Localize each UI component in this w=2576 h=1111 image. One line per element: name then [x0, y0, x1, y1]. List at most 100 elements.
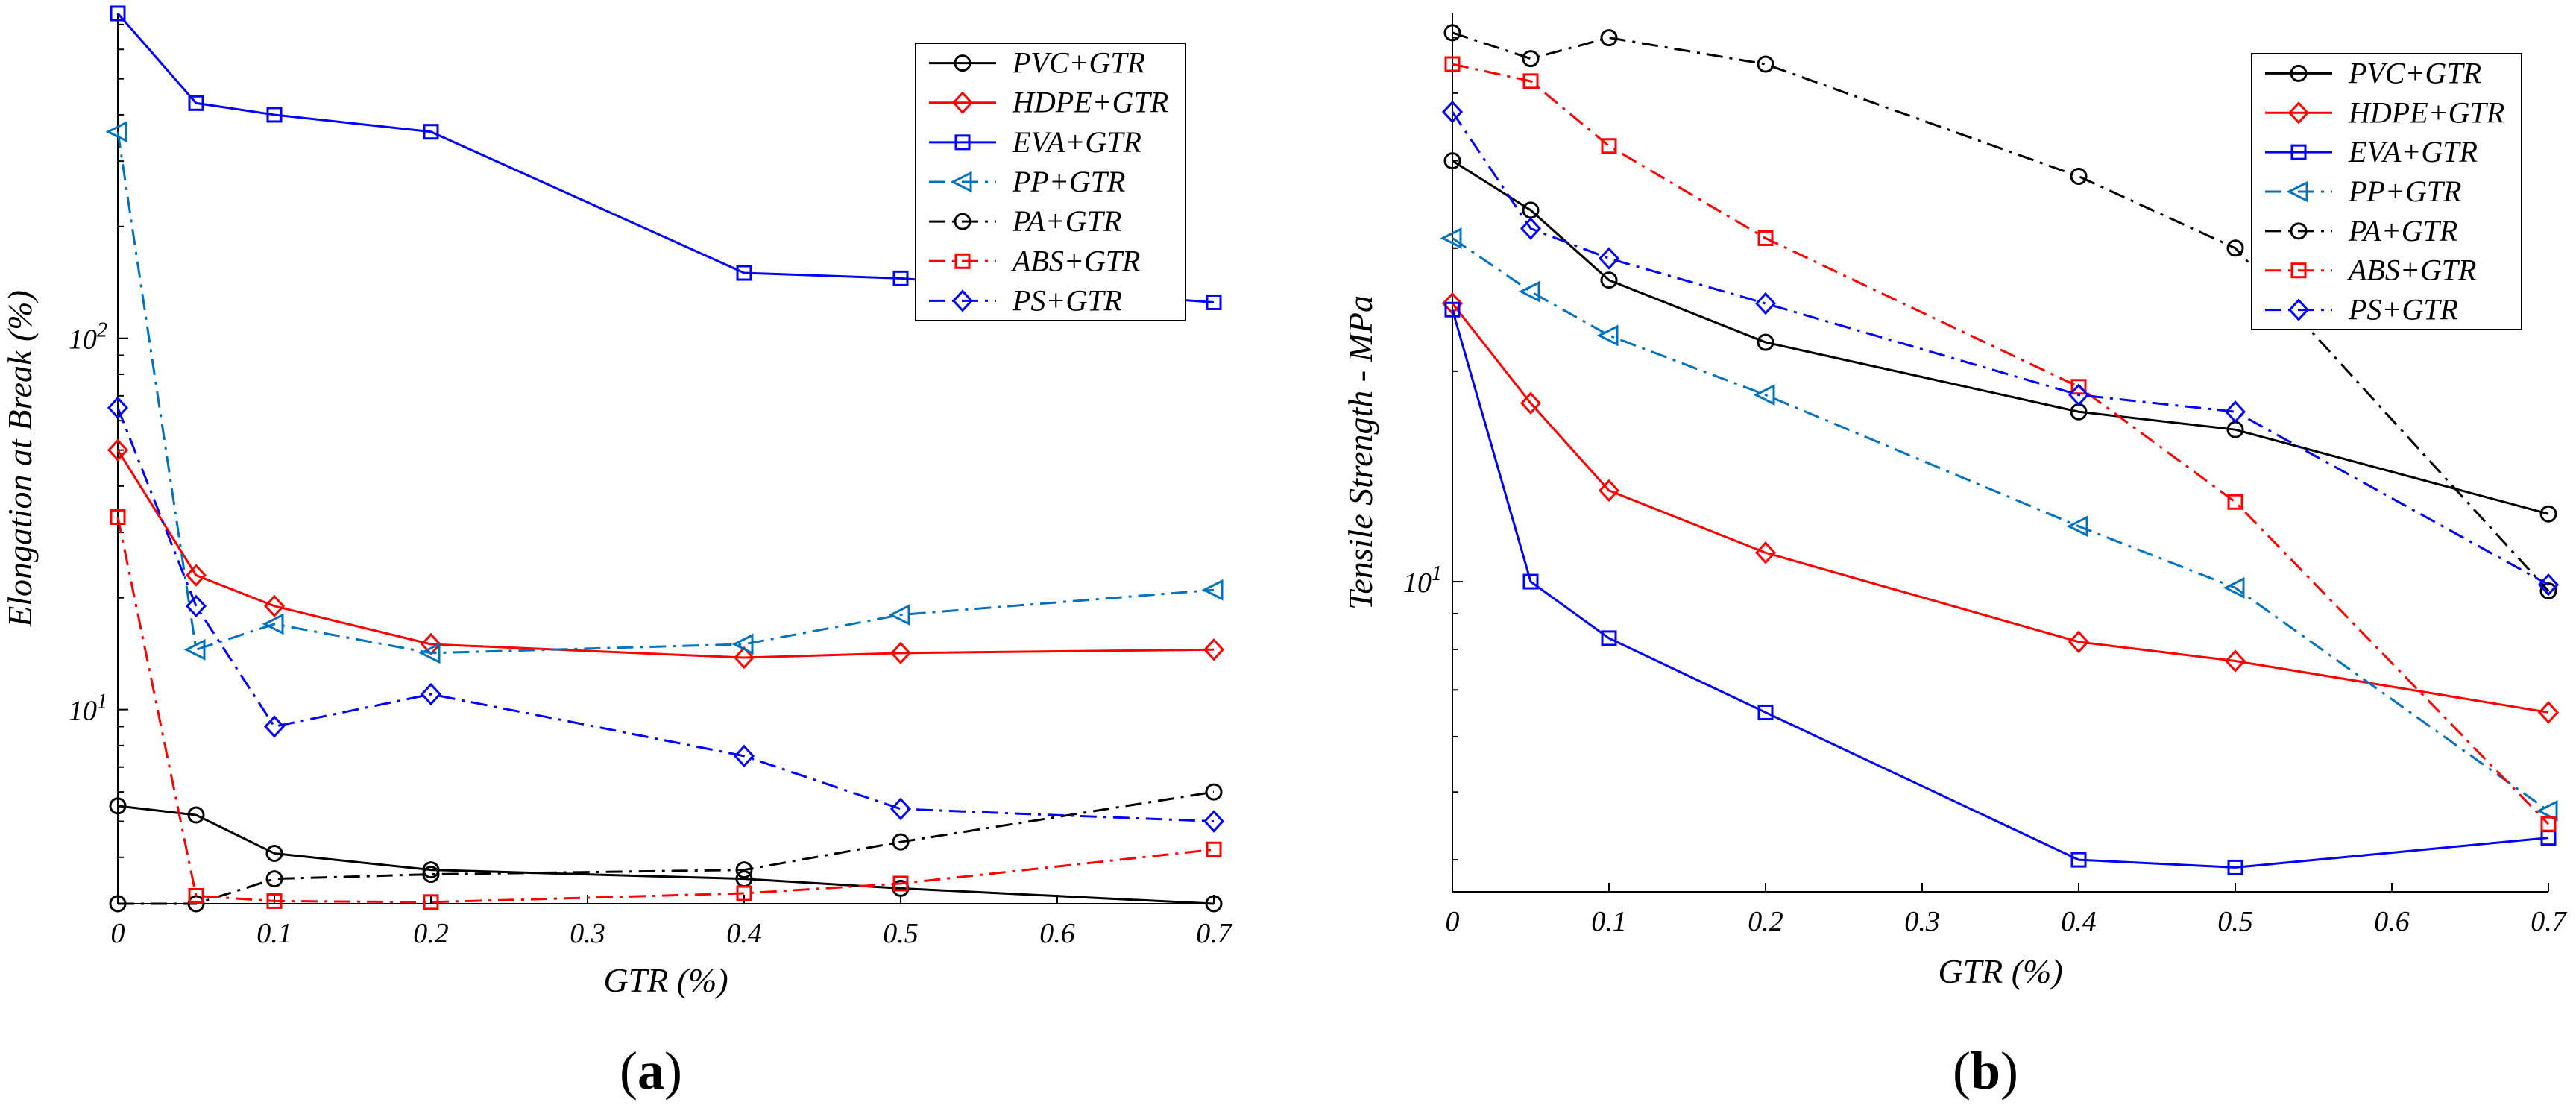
data-point [422, 866, 440, 884]
legend-entry: PVC+GTR [2348, 56, 2481, 89]
x-tick-label: 0.2 [413, 918, 449, 949]
data-point [2068, 383, 2090, 406]
data-point [2226, 239, 2244, 257]
data-point [736, 265, 752, 281]
data-point [2537, 573, 2560, 597]
legend-entry: ABS+GTR [1010, 244, 1140, 277]
legend-marker [951, 91, 974, 114]
legend-box [2251, 53, 2522, 330]
data-point [2070, 168, 2088, 186]
data-point [263, 594, 286, 618]
data-point [2539, 505, 2557, 523]
legend-marker [2290, 222, 2308, 240]
legend-entry: PS+GTR [1012, 283, 1122, 317]
legend-entry: PVC+GTR [1012, 46, 1145, 80]
x-tick-label: 0.6 [2374, 906, 2410, 937]
data-point [185, 594, 207, 618]
legend-marker [2287, 298, 2310, 321]
data-point [188, 887, 204, 904]
data-point [889, 641, 912, 665]
data-point [889, 797, 912, 821]
data-point [1754, 541, 1777, 564]
legend-marker [950, 171, 972, 193]
data-point [105, 121, 127, 143]
data-point [1444, 56, 1461, 72]
series-pp-gtr [105, 121, 1224, 664]
data-point [107, 438, 129, 462]
data-point [1598, 479, 1620, 503]
data-point [109, 797, 127, 815]
legend-marker [951, 289, 974, 312]
data-point [888, 604, 910, 626]
data-point [2536, 800, 2558, 822]
data-point [1757, 55, 1774, 73]
data-point [266, 893, 283, 909]
data-point [1203, 810, 1225, 833]
data-point [2066, 515, 2088, 538]
data-point [892, 833, 910, 851]
data-point [110, 5, 126, 22]
data-point [1753, 384, 1775, 406]
data-point [187, 806, 205, 824]
panel-label: (b) [1953, 1041, 2018, 1101]
x-axis-label: GTR (%) [603, 961, 728, 999]
legend-marker [2286, 180, 2308, 203]
data-point [1443, 152, 1461, 170]
data-point [733, 744, 755, 768]
data-point [1522, 50, 1540, 68]
x-tick-label: 0.4 [726, 918, 762, 949]
data-point [266, 107, 283, 123]
legend: PVC+GTR HDPE+GTR EVA+GTR PP+GTR PA+GTR ABS+GT… [2251, 53, 2522, 330]
data-point [1206, 841, 1222, 857]
data-point [107, 396, 129, 420]
data-point [2537, 701, 2560, 724]
data-point [735, 861, 753, 879]
series-ps-gtr [1441, 100, 2560, 597]
y-tick-label: 101 [69, 690, 107, 727]
series-ps-gtr [107, 396, 1225, 833]
data-point [2223, 576, 2245, 599]
data-point [2224, 649, 2246, 673]
data-point [1522, 73, 1539, 89]
data-point [265, 844, 283, 862]
x-tick-label: 0.2 [1748, 906, 1783, 937]
legend-marker [954, 253, 971, 269]
legend-entry: HDPE+GTR [1012, 86, 1168, 119]
data-point [1443, 24, 1461, 42]
data-point [423, 894, 439, 910]
series-abs-gtr [1444, 56, 2557, 832]
chart-b: 0 0.1 0.2 0.3 0.4 0.5 0.6 0.7 101 GTR (%) Tensile … [1341, 13, 2568, 1101]
data-point [1203, 638, 1225, 661]
x-tick-label: 0.1 [256, 918, 292, 949]
data-point [183, 638, 206, 661]
data-point [892, 875, 909, 892]
data-point [423, 124, 439, 140]
x-axis-label: GTR (%) [1938, 952, 2062, 990]
legend-entry: HDPE+GTR [2348, 95, 2504, 129]
data-point [1757, 230, 1774, 246]
data-point [418, 642, 441, 664]
legend-marker [2290, 262, 2307, 279]
x-tick-label: 0.4 [2061, 906, 2097, 937]
data-point [1600, 29, 1618, 47]
series-hdpe-gtr [1441, 292, 2560, 724]
data-point [1205, 895, 1223, 913]
legend-entry: PP+GTR [1012, 165, 1125, 198]
legend-marker [954, 134, 971, 151]
data-point [262, 613, 284, 635]
data-point [1598, 247, 1620, 270]
x-tick-label: 0.6 [1039, 918, 1075, 949]
x-tick-label: 0.7 [1196, 918, 1233, 949]
data-point [1201, 579, 1224, 601]
data-point [1444, 301, 1461, 318]
legend-marker [954, 213, 971, 230]
x-tick-label: 0.5 [883, 918, 919, 949]
x-tick-label: 0 [111, 918, 125, 949]
x-tick-label: 0.3 [1904, 906, 1940, 937]
legend: PVC+GTR HDPE+GTR EVA+GTR PP+GTR PA+GTR ABS+GT… [915, 43, 1186, 321]
y-tick-label: 101 [1403, 562, 1442, 599]
legend-marker [2290, 144, 2307, 160]
data-point [2227, 494, 2243, 510]
series-eva-gtr [110, 5, 1222, 310]
